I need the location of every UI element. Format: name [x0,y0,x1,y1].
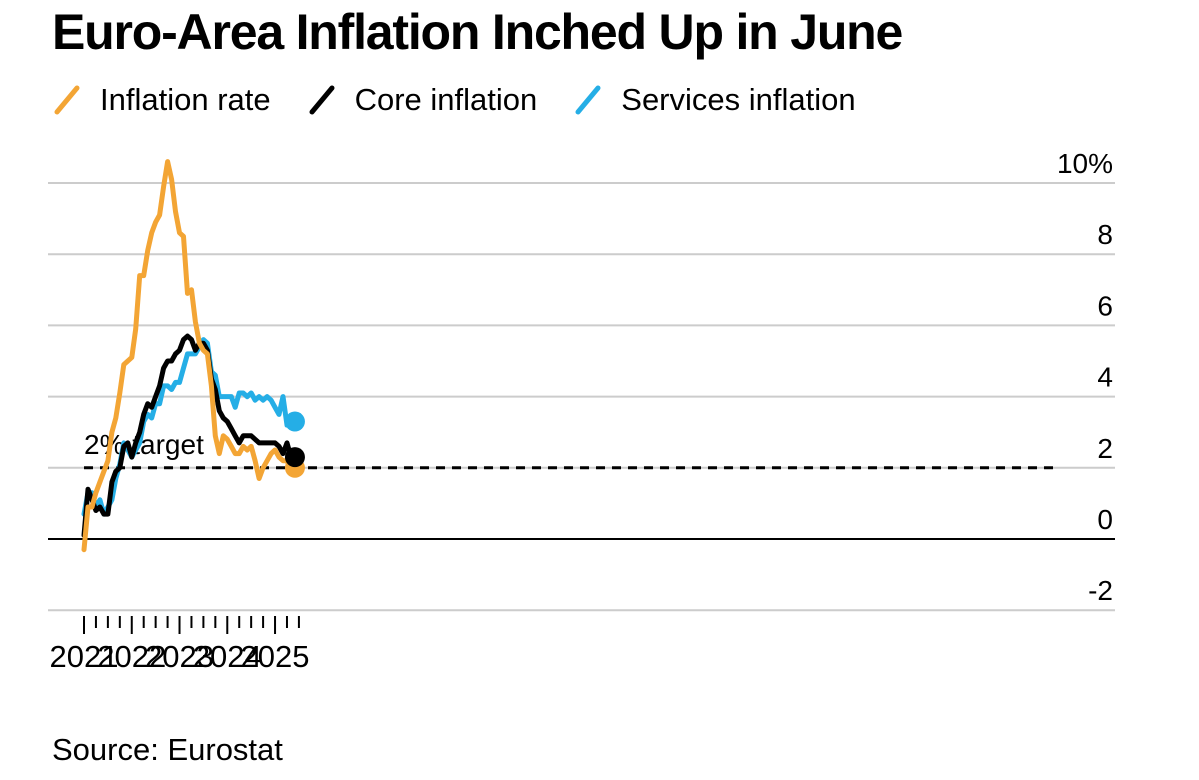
x-tick-label: 2021 [50,639,119,674]
target-label: 2% target [84,429,204,460]
legend-item-inflation-rate: Inflation rate [52,82,271,118]
legend-swatch-inflation-rate [54,85,80,115]
y-tick-label: 10% [1057,148,1113,179]
legend-item-services-inflation: Services inflation [573,82,856,118]
legend-swatch-services-inflation [575,85,601,115]
end-dot-core-inflation [284,447,305,468]
source-note: Source: Eurostat [52,732,283,767]
y-tick-label: 4 [1097,362,1113,393]
legend-swatch-core-inflation [309,85,335,115]
end-dot-services-inflation [284,411,305,432]
legend-label-inflation-rate: Inflation rate [100,82,271,117]
legend-label-core-inflation: Core inflation [354,82,538,117]
series-line-core-inflation [81,333,298,538]
x-tick-label: 2024 [193,639,262,674]
y-tick-label: 8 [1097,219,1113,250]
y-tick-label: 2 [1097,433,1113,464]
legend: Inflation rate Core inflation Services i… [52,78,892,122]
y-tick-label: 0 [1097,504,1113,535]
chart-title: Euro-Area Inflation Inched Up in June [52,4,903,60]
legend-label-services-inflation: Services inflation [621,82,856,117]
legend-item-core-inflation: Core inflation [307,82,538,118]
x-tick-label: 2023 [145,639,214,674]
series-line-inflation-rate [81,159,298,553]
x-tick-label: 2025 [241,639,310,674]
x-tick-label: 2022 [97,639,166,674]
y-tick-label: -2 [1088,575,1113,606]
y-tick-label: 6 [1097,290,1113,321]
